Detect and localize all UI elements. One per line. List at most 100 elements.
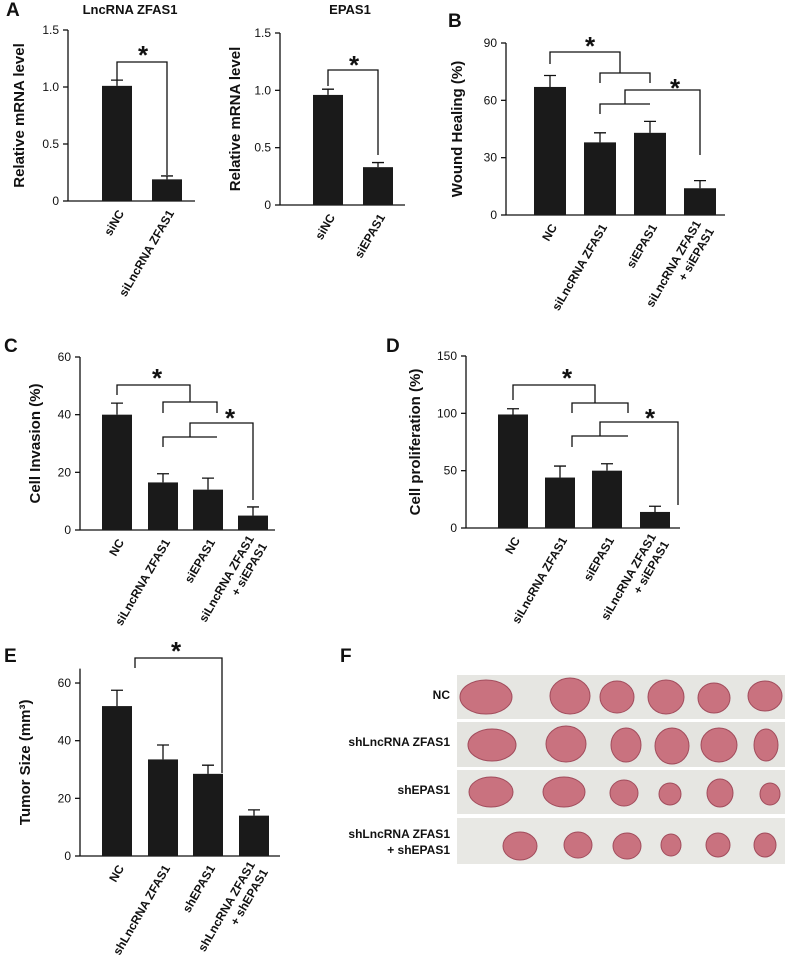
error-bar bbox=[111, 402, 123, 415]
bar bbox=[313, 94, 343, 205]
x-tick-label: siEPAS1 bbox=[352, 211, 389, 260]
bar bbox=[102, 414, 132, 530]
bar bbox=[545, 477, 575, 528]
y-tick-label: 40 bbox=[58, 408, 72, 422]
error-bar bbox=[157, 744, 169, 760]
x-tick-label: siLncRNA ZFAS1 bbox=[549, 221, 610, 313]
x-tick-label: siEPAS1 bbox=[182, 536, 219, 585]
y-tick-label: 1.5 bbox=[254, 26, 271, 40]
error-bar bbox=[202, 764, 214, 774]
x-tick-label: siNC bbox=[312, 211, 338, 242]
y-tick-label: 0.5 bbox=[254, 141, 271, 155]
y-axis-label: Tumor Size (mm³) bbox=[17, 700, 34, 826]
y-axis-label: Wound Healing (%) bbox=[449, 61, 466, 197]
y-tick-label: 1.0 bbox=[42, 80, 59, 94]
significance-bracket bbox=[189, 422, 254, 500]
y-axis-label: Cell Invasion (%) bbox=[27, 383, 44, 503]
y-axis-label: Relative mRNA level bbox=[11, 43, 28, 188]
y-tick-label: 1.5 bbox=[42, 23, 59, 37]
significance-bracket bbox=[327, 69, 379, 155]
y-tick-label: 0 bbox=[64, 523, 71, 537]
y-tick-label: 40 bbox=[58, 734, 72, 748]
y-tick-label: 50 bbox=[444, 464, 458, 478]
y-tick-label: 0 bbox=[52, 194, 59, 208]
bar bbox=[193, 489, 223, 530]
significance-star: * bbox=[585, 31, 596, 61]
error-bar bbox=[157, 473, 169, 483]
x-tick-label: NC bbox=[106, 536, 127, 558]
panel-letter: E bbox=[4, 646, 17, 667]
panel-letter: B bbox=[448, 11, 462, 32]
error-bar bbox=[649, 505, 661, 512]
y-tick-label: 0 bbox=[490, 208, 497, 222]
row-label: shEPAS1 bbox=[398, 783, 451, 797]
significance-star: * bbox=[152, 363, 163, 393]
y-tick-label: 150 bbox=[437, 349, 457, 363]
photo bbox=[457, 675, 785, 864]
error-bar bbox=[202, 477, 214, 490]
error-bar bbox=[161, 175, 173, 180]
x-tick-label: shEPAS1 bbox=[180, 862, 219, 915]
row-label: shLncRNA ZFAS1 bbox=[348, 735, 450, 749]
chart-title: EPAS1 bbox=[329, 2, 371, 17]
error-bar bbox=[594, 132, 606, 143]
x-tick-label: siEPAS1 bbox=[581, 534, 618, 583]
y-tick-label: 0 bbox=[264, 198, 271, 212]
bar bbox=[239, 815, 269, 856]
significance-bracket bbox=[549, 51, 621, 73]
significance-bracket bbox=[162, 401, 218, 413]
significance-bracket bbox=[599, 103, 650, 114]
bar bbox=[102, 706, 132, 856]
significance-bracket bbox=[512, 384, 596, 403]
error-bar bbox=[601, 463, 613, 471]
significance-star: * bbox=[138, 40, 149, 70]
y-tick-label: 20 bbox=[58, 791, 72, 805]
error-bar bbox=[694, 179, 706, 189]
significance-bracket bbox=[624, 89, 701, 155]
error-bar bbox=[544, 74, 556, 87]
significance-bracket bbox=[571, 402, 629, 413]
row-label: NC bbox=[433, 688, 451, 702]
bar bbox=[684, 188, 716, 215]
y-axis-label: Cell proliferation (%) bbox=[407, 369, 424, 516]
bar bbox=[193, 773, 223, 856]
significance-bracket bbox=[116, 384, 191, 402]
significance-star: * bbox=[670, 73, 681, 103]
bar bbox=[534, 86, 566, 215]
significance-star: * bbox=[349, 50, 360, 80]
y-tick-label: 1.0 bbox=[254, 83, 271, 97]
significance-bracket bbox=[571, 435, 628, 447]
y-tick-label: 0.5 bbox=[42, 137, 59, 151]
bar bbox=[363, 167, 393, 205]
x-tick-label: NC bbox=[539, 221, 560, 243]
x-tick-label: NC bbox=[502, 534, 523, 556]
bar bbox=[102, 85, 132, 201]
significance-star: * bbox=[171, 636, 182, 666]
bar bbox=[584, 142, 616, 215]
bar bbox=[634, 132, 666, 215]
error-bar bbox=[111, 79, 123, 86]
y-tick-label: 60 bbox=[58, 350, 72, 364]
significance-bracket bbox=[599, 421, 679, 505]
bar bbox=[148, 759, 178, 856]
x-tick-label: siNC bbox=[101, 207, 127, 238]
panel-letter: F bbox=[340, 646, 352, 667]
y-tick-label: 30 bbox=[484, 151, 498, 165]
chart-title: LncRNA ZFAS1 bbox=[83, 2, 178, 17]
error-bar bbox=[507, 408, 519, 415]
error-bar bbox=[644, 120, 656, 133]
significance-bracket bbox=[162, 436, 217, 447]
y-axis-label: Relative mRNA level bbox=[227, 47, 244, 192]
error-bar bbox=[554, 465, 566, 478]
panel-letter: C bbox=[4, 336, 18, 357]
error-bar bbox=[322, 88, 334, 95]
x-tick-label: NC bbox=[106, 862, 127, 884]
bar bbox=[640, 511, 670, 528]
y-tick-label: 90 bbox=[484, 36, 498, 50]
error-bar bbox=[111, 689, 123, 707]
significance-star: * bbox=[562, 363, 573, 393]
y-tick-label: 0 bbox=[450, 521, 457, 535]
error-bar bbox=[372, 161, 384, 168]
x-tick-label: siEPAS1 bbox=[624, 221, 661, 270]
